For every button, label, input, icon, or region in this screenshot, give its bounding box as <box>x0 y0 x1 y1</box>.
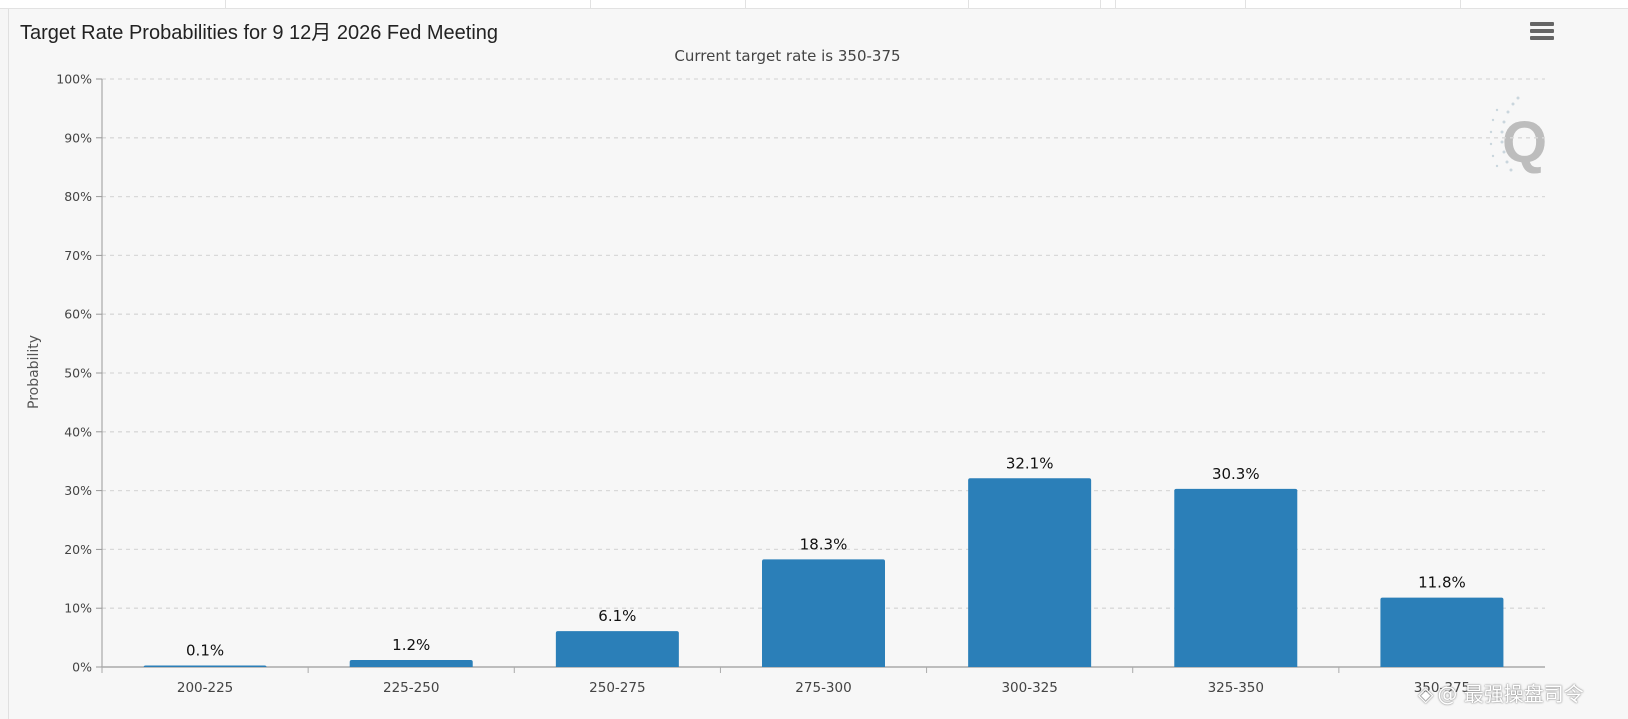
x-tick-label: 250-275 <box>589 680 645 696</box>
diamond-logo-icon: ◈ <box>1418 682 1434 706</box>
x-tick-label: 275-300 <box>795 680 851 696</box>
y-tick-label: 70% <box>64 248 92 263</box>
tab-divider <box>225 0 226 8</box>
data-label-200-225: 0.1% <box>186 642 224 660</box>
bar-275-300[interactable] <box>762 559 885 667</box>
x-tick-label: 300-325 <box>1001 680 1057 696</box>
data-label-325-350: 30.3% <box>1212 465 1260 483</box>
y-tick-label: 50% <box>64 366 92 381</box>
y-tick-label: 90% <box>64 130 92 145</box>
tab-divider <box>1460 0 1461 8</box>
y-tick-label: 80% <box>64 189 92 204</box>
watermark: ◈ @ 最强操盘司令 <box>1418 678 1584 707</box>
y-axis-label: Probability <box>26 335 42 409</box>
bar-225-250[interactable] <box>349 659 473 667</box>
data-label-225-250: 1.2% <box>392 636 430 654</box>
x-tick-label: 350-375 <box>1414 680 1470 696</box>
data-label-250-275: 6.1% <box>598 607 636 625</box>
y-tick-label: 40% <box>64 424 92 439</box>
bar-300-325[interactable] <box>968 478 1092 667</box>
y-tick-label: 100% <box>56 72 92 87</box>
y-tick-label: 20% <box>64 542 92 557</box>
chart-subtitle: Current target rate is 350-375 <box>674 47 901 65</box>
grid-layer <box>102 78 1545 609</box>
data-label-275-300: 18.3% <box>800 535 848 553</box>
tab-divider <box>590 0 591 8</box>
watermark-text: @ 最强操盘司令 <box>1437 682 1584 706</box>
tab-divider <box>1245 0 1246 8</box>
x-tick-label: 200-225 <box>177 680 233 696</box>
bar-250-275[interactable] <box>555 631 679 667</box>
x-tick-label: 225-250 <box>383 680 439 696</box>
bar-200-225[interactable] <box>143 665 267 668</box>
y-tick-label: 60% <box>64 307 92 322</box>
data-label-300-325: 32.1% <box>1006 454 1054 472</box>
y-tick-label: 30% <box>64 483 92 498</box>
y-tick-label: 10% <box>64 601 92 616</box>
bar-325-350[interactable] <box>1174 488 1298 667</box>
q-logo-icon: Q <box>1489 96 1547 175</box>
tab-divider <box>745 0 746 8</box>
tab-divider <box>1100 0 1101 8</box>
bar-layer <box>143 478 1504 668</box>
q-logo-letter: Q <box>1502 110 1547 175</box>
chart-title: Target Rate Probabilities for 9 12月 2026… <box>20 22 499 44</box>
hamburger-menu-icon[interactable] <box>1530 22 1554 42</box>
tab-divider <box>968 0 969 8</box>
top-tab-strip <box>0 0 1628 9</box>
data-label-350-375: 11.8% <box>1418 574 1466 592</box>
label-layer: 0.1% 200-225 1.2% 225-250 6.1% 250-275 18.3% 27… <box>177 454 1470 696</box>
x-tick-label: 325-350 <box>1208 680 1264 696</box>
bar-350-375[interactable] <box>1380 597 1504 667</box>
y-tick-label: 0% <box>72 660 92 675</box>
tab-divider <box>1115 0 1116 8</box>
